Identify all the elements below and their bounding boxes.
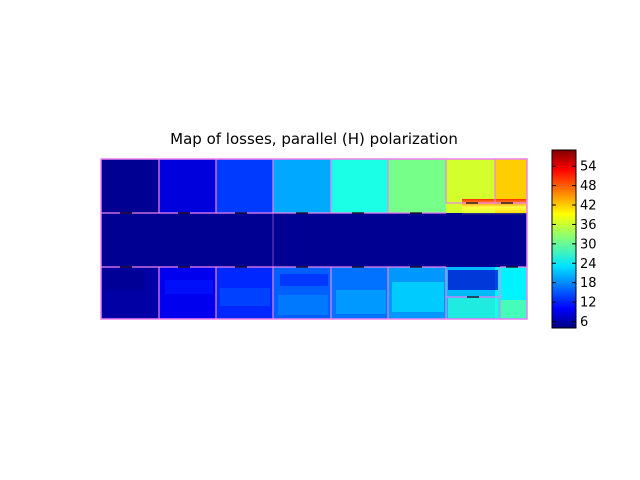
heatmap-cell bbox=[446, 213, 495, 267]
texture-patch bbox=[448, 270, 498, 290]
heatmap-cell bbox=[101, 159, 159, 213]
heatmap-cell bbox=[331, 213, 388, 267]
texture-patch bbox=[104, 270, 144, 290]
heatmap-cell bbox=[388, 213, 446, 267]
colorbar-tick-label: 18 bbox=[580, 276, 597, 291]
texture-patch bbox=[336, 290, 386, 314]
texture-patch bbox=[392, 282, 444, 312]
heatmap-cell bbox=[216, 213, 273, 267]
heatmap-cell bbox=[495, 213, 527, 267]
colorbar-tick-label: 12 bbox=[580, 296, 597, 311]
colorbar-tick-label: 24 bbox=[580, 257, 597, 272]
colorbar-tick-label: 48 bbox=[580, 179, 597, 194]
texture-patch bbox=[280, 274, 328, 286]
colorbar-tick-label: 42 bbox=[580, 199, 597, 214]
hotspot-mark bbox=[462, 199, 526, 215]
colorbar-tick-label: 6 bbox=[580, 315, 588, 330]
texture-patch bbox=[278, 295, 328, 315]
texture-patch bbox=[220, 288, 270, 306]
heatmap-cell bbox=[331, 159, 388, 213]
heatmap-cell bbox=[216, 159, 273, 213]
texture-patch bbox=[165, 280, 213, 294]
heatmap-cell bbox=[273, 159, 331, 213]
heatmap-cell bbox=[159, 213, 216, 267]
texture-patch bbox=[500, 300, 526, 318]
colorbar bbox=[552, 150, 576, 328]
texture-patch bbox=[448, 298, 498, 318]
heatmap-cell bbox=[159, 159, 216, 213]
colorbar-tick-label: 30 bbox=[580, 237, 597, 252]
heatmap-cell bbox=[101, 213, 159, 267]
colorbar-tick-label: 36 bbox=[580, 218, 597, 233]
heatmap-cell bbox=[388, 159, 446, 213]
colorbar-tick-label: 54 bbox=[580, 160, 597, 175]
heatmap-cell bbox=[273, 213, 331, 267]
